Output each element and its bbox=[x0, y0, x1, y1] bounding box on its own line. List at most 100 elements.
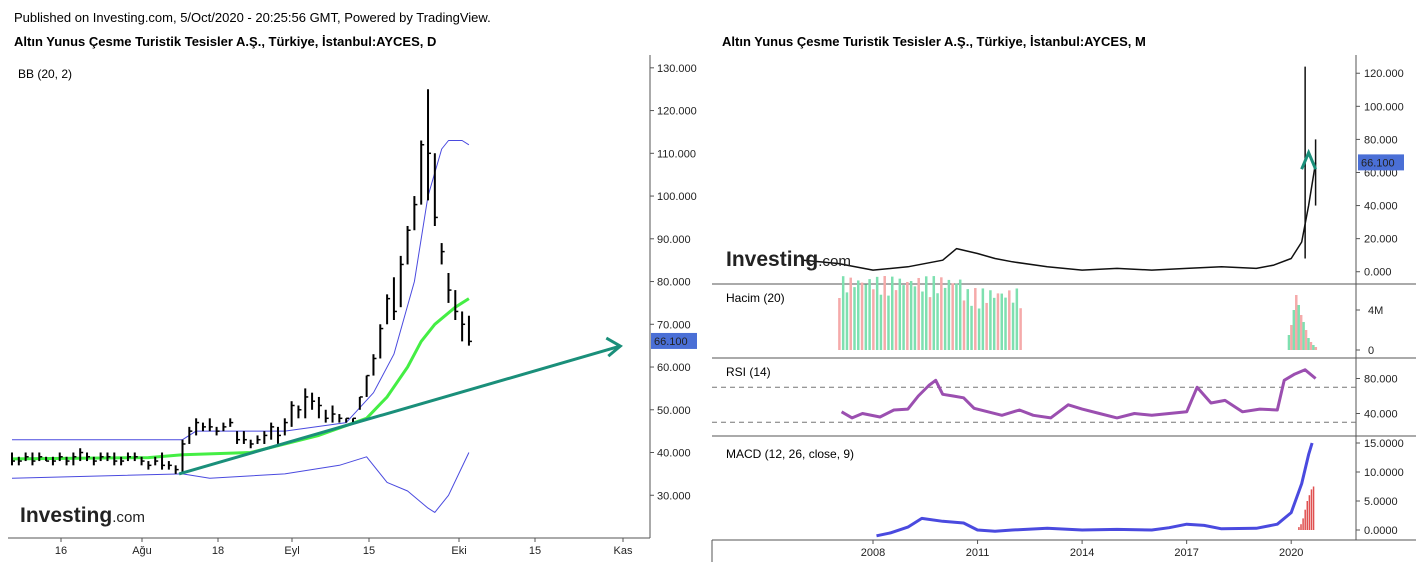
volume-bar bbox=[875, 276, 879, 350]
volume-bar bbox=[1008, 290, 1011, 350]
investing-logo-monthly: Investing.com bbox=[726, 248, 851, 271]
volume-bar bbox=[1015, 288, 1019, 350]
daily-last-price-tag-bg bbox=[651, 332, 697, 349]
volume-bar bbox=[891, 276, 894, 350]
daily-y-tick-label: 50.000 bbox=[657, 405, 691, 417]
volume-bar bbox=[887, 295, 890, 350]
volume-bar bbox=[962, 300, 966, 350]
macd-histogram-bar bbox=[1302, 518, 1304, 530]
volume-bar bbox=[924, 276, 928, 350]
volume-bar bbox=[966, 289, 970, 350]
volume-bar bbox=[1302, 322, 1305, 350]
volume-bar bbox=[845, 292, 849, 350]
volume-bar bbox=[951, 283, 954, 350]
macd-tick-label: 15.0000 bbox=[1364, 438, 1404, 450]
daily-x-tick-label: 16 bbox=[55, 545, 67, 557]
monthly-y-tick-label: 20.000 bbox=[1364, 234, 1398, 246]
volume-bar bbox=[1312, 345, 1315, 350]
daily-y-tick-label: 60.000 bbox=[657, 362, 691, 374]
rsi-tick-label: 80.000 bbox=[1364, 374, 1398, 386]
monthly-y-tick-label: 40.000 bbox=[1364, 201, 1398, 213]
published-header: Published on Investing.com, 5/Oct/2020 -… bbox=[14, 10, 491, 25]
volume-bar bbox=[936, 293, 939, 350]
monthly-y-tick-label: 120.000 bbox=[1364, 68, 1404, 80]
volume-bar bbox=[853, 287, 856, 350]
volume-bar bbox=[992, 297, 996, 350]
volume-bar bbox=[902, 285, 905, 350]
volume-bar bbox=[996, 293, 1000, 350]
daily-x-tick-label: Kas bbox=[614, 545, 633, 557]
daily-x-tick-label: 15 bbox=[363, 545, 375, 557]
volume-bar bbox=[1287, 335, 1291, 350]
macd-tick-label: 0.0000 bbox=[1364, 525, 1398, 537]
monthly-x-tick-label: 2008 bbox=[861, 547, 885, 559]
volume-label: Hacim (20) bbox=[726, 291, 785, 305]
volume-bar bbox=[909, 280, 913, 350]
volume-bar bbox=[981, 288, 985, 350]
monthly-last-price-tag-bg bbox=[1358, 154, 1404, 171]
daily-x-tick-label: Ağu bbox=[132, 545, 152, 557]
daily-x-tick-label: 15 bbox=[529, 545, 541, 557]
daily-y-tick-label: 120.000 bbox=[657, 106, 697, 118]
investing-logo-daily: Investing.com bbox=[20, 504, 145, 527]
volume-bar bbox=[1295, 295, 1298, 350]
daily-y-tick-label: 100.000 bbox=[657, 191, 697, 203]
volume-bar bbox=[970, 305, 973, 350]
daily-y-tick-label: 90.000 bbox=[657, 234, 691, 246]
macd-histogram-bar bbox=[1306, 501, 1309, 530]
daily-x-tick-label: Eyl bbox=[284, 545, 299, 557]
daily-y-tick-label: 30.000 bbox=[657, 490, 691, 502]
monthly-y-tick-label: 60.000 bbox=[1364, 167, 1398, 179]
volume-tick-label: 4M bbox=[1368, 305, 1383, 317]
monthly-up-arrow bbox=[1300, 148, 1318, 170]
volume-bar bbox=[974, 288, 977, 350]
volume-bar bbox=[1019, 308, 1022, 350]
volume-bar bbox=[883, 276, 886, 350]
volume-bar bbox=[928, 297, 932, 350]
daily-last-price-tag: 66.100 bbox=[654, 336, 688, 348]
bb-middle-band bbox=[11, 297, 470, 461]
volume-bar bbox=[1290, 325, 1293, 350]
volume-bar bbox=[1309, 342, 1313, 350]
daily-chart-title: Altın Yunus Çesme Turistik Tesisler A.Ş.… bbox=[14, 34, 437, 49]
monthly-x-tick-label: 2017 bbox=[1174, 547, 1198, 559]
volume-bar bbox=[1000, 293, 1003, 350]
rsi-line bbox=[840, 368, 1317, 420]
volume-bar bbox=[860, 282, 864, 350]
macd-histogram-bar bbox=[1298, 527, 1300, 530]
monthly-x-tick-label: 2020 bbox=[1279, 547, 1303, 559]
macd-tick-label: 10.0000 bbox=[1364, 467, 1404, 479]
daily-y-tick-label: 130.000 bbox=[657, 63, 697, 75]
volume-bar bbox=[872, 289, 875, 350]
macd-tick-label: 5.0000 bbox=[1364, 496, 1398, 508]
monthly-price-line bbox=[803, 162, 1317, 271]
volume-bar bbox=[841, 276, 845, 350]
macd-label: MACD (12, 26, close, 9) bbox=[726, 447, 854, 461]
volume-bar bbox=[1307, 338, 1310, 350]
macd-histogram-bar bbox=[1300, 524, 1302, 530]
volume-bar bbox=[989, 290, 992, 350]
volume-bar bbox=[898, 278, 902, 350]
trend-arrow-head bbox=[605, 336, 623, 358]
monthly-last-price-tag: 66.100 bbox=[1361, 157, 1395, 169]
volume-bar bbox=[917, 277, 920, 350]
volume-bar bbox=[1299, 315, 1303, 350]
monthly-y-tick-label: 0.000 bbox=[1364, 267, 1392, 279]
volume-bar bbox=[906, 281, 909, 350]
volume-bar bbox=[1314, 347, 1318, 350]
volume-bar bbox=[955, 283, 958, 350]
volume-bar bbox=[879, 294, 883, 350]
macd-histogram-bar bbox=[1310, 489, 1313, 530]
volume-bar bbox=[849, 277, 852, 350]
volume-bar bbox=[947, 279, 951, 350]
volume-bar bbox=[943, 287, 947, 350]
bb-lower-band bbox=[11, 452, 470, 513]
daily-y-tick-label: 40.000 bbox=[657, 448, 691, 460]
macd-line bbox=[876, 442, 1314, 538]
monthly-x-tick-label: 2014 bbox=[1070, 547, 1094, 559]
volume-bar bbox=[958, 279, 962, 350]
volume-bar bbox=[868, 279, 871, 350]
volume-bar bbox=[894, 290, 898, 350]
volume-bar bbox=[913, 286, 917, 350]
